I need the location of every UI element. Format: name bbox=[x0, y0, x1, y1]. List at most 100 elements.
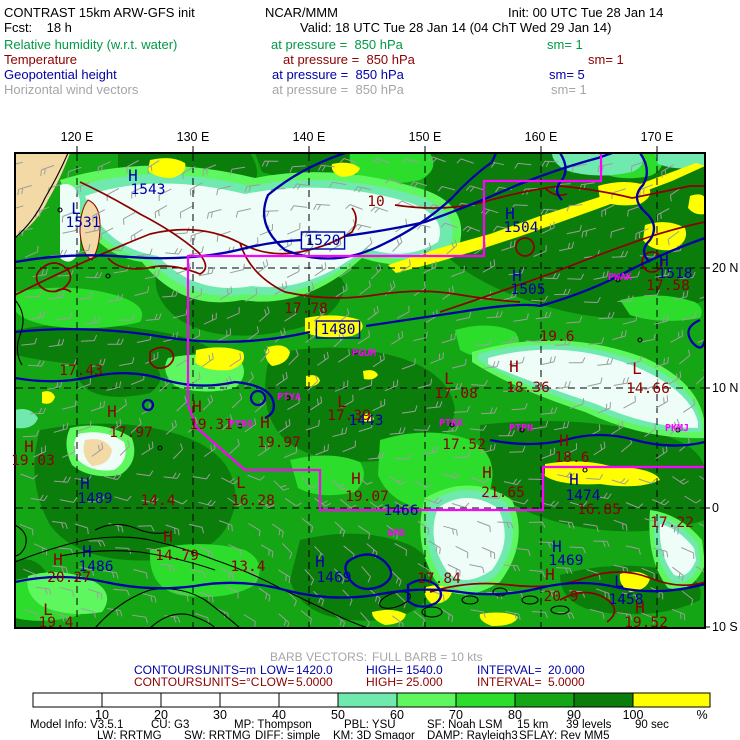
colorbar-tick: 80 bbox=[508, 708, 522, 722]
temperature-label: 19.31 bbox=[189, 417, 233, 433]
header-text: sm= 5 bbox=[549, 67, 585, 82]
height-label: H bbox=[569, 470, 579, 489]
colorbar-tick: 100 bbox=[623, 708, 644, 722]
temperature-label: 17.43 bbox=[59, 363, 103, 379]
temperature-label: H bbox=[260, 413, 270, 432]
legend-text: CONTOURS: bbox=[134, 675, 206, 689]
height-label: 1466 bbox=[384, 503, 419, 519]
legend-text: UNITS=°C bbox=[203, 675, 260, 689]
height-label: H bbox=[80, 474, 90, 493]
temperature-label: H bbox=[509, 357, 519, 376]
colorbar-tick: 30 bbox=[213, 708, 227, 722]
height-contours bbox=[15, 153, 705, 608]
temperature-label: L bbox=[43, 600, 53, 619]
height-label: H bbox=[659, 251, 669, 270]
temperature-label: 16.85 bbox=[577, 502, 621, 518]
station-id-label: PTPN bbox=[509, 423, 533, 434]
height-label: 1505 bbox=[511, 282, 546, 298]
legend-text: 20.000 bbox=[548, 663, 585, 677]
temperature-label: H bbox=[545, 565, 555, 584]
height-label: 1469 bbox=[549, 553, 584, 569]
legend-text: HIGH= bbox=[366, 663, 404, 677]
header-text: at pressure = 850 hPa bbox=[271, 37, 403, 52]
model-info-text: KM: 3D Smagor bbox=[333, 730, 415, 740]
temperature-label: 17.08 bbox=[434, 386, 478, 402]
height-label: 1486 bbox=[79, 559, 114, 575]
model-info-text: Model Info: V3.5.1 bbox=[30, 719, 124, 731]
header-text: Temperature bbox=[4, 52, 77, 67]
height-label: L bbox=[71, 199, 81, 218]
model-info-text: 90 sec bbox=[635, 719, 669, 731]
axis-labels: 120 E 130 E 140 E 150 E 160 E 170 E 20 N 10 N 0 1… bbox=[61, 130, 739, 634]
colorbar: 10 20 30 40 50 60 70 80 90 100% bbox=[32, 692, 711, 722]
height-label: 1469 bbox=[317, 570, 352, 586]
height-label: 1489 bbox=[78, 491, 113, 507]
header-text: NCAR/MMM bbox=[265, 5, 338, 20]
wind-barbs bbox=[15, 156, 705, 628]
temperature-label: L bbox=[444, 369, 454, 388]
legend-text: 1420.0 bbox=[296, 663, 333, 677]
temperature-label: 14.4 bbox=[141, 493, 176, 509]
colorbar-tick: 90 bbox=[567, 708, 581, 722]
colorbar-tick: 70 bbox=[449, 708, 463, 722]
temperature-label: 17.78 bbox=[284, 301, 328, 317]
temperature-label: 19.07 bbox=[345, 489, 389, 505]
height-label: L bbox=[614, 572, 624, 591]
station-id-label: GMO bbox=[387, 528, 405, 539]
coastlines bbox=[15, 153, 681, 628]
temperature-label: 19.97 bbox=[257, 435, 301, 451]
model-info-text: SW: RRTMG bbox=[184, 730, 251, 740]
model-info-text: DIFF: simple bbox=[255, 730, 321, 740]
colorbar-tick: 20 bbox=[154, 708, 168, 722]
header-text: CONTRAST 15km ARW-GFS init bbox=[4, 5, 195, 20]
colorbar-tick: 60 bbox=[390, 708, 404, 722]
header-text: sm= 1 bbox=[551, 82, 587, 97]
legend-text: 1540.0 bbox=[406, 663, 443, 677]
height-label: 1531 bbox=[66, 215, 101, 231]
temperature-label: 20.27 bbox=[47, 570, 91, 586]
temperature-label: 17.39 bbox=[327, 408, 371, 424]
header-text: sm= 1 bbox=[588, 52, 624, 67]
height-label: 1504 bbox=[504, 220, 539, 236]
legend-text: BARB VECTORS: bbox=[270, 650, 368, 664]
height-label: 1543 bbox=[131, 182, 166, 198]
temperature-label: 19.6 bbox=[540, 329, 575, 345]
lon-label: 140 E bbox=[293, 130, 326, 144]
lon-label: 130 E bbox=[177, 130, 210, 144]
station-id-label: PTYA bbox=[277, 392, 301, 403]
legend-text: INTERVAL= bbox=[477, 663, 542, 677]
legend-text: LOW= bbox=[260, 663, 295, 677]
model-info-text: DAMP: Rayleigh3 bbox=[427, 730, 518, 740]
temperature-label: H bbox=[53, 550, 63, 569]
temperature-label: 17.84 bbox=[417, 571, 461, 587]
temperature-label: 14.66 bbox=[626, 381, 670, 397]
map-border bbox=[14, 152, 706, 629]
temperature-label: 19.03 bbox=[11, 453, 55, 469]
temperature-label: 21.65 bbox=[481, 485, 525, 501]
legend-text: UNITS=m bbox=[203, 663, 257, 677]
legend-text: 5.0000 bbox=[296, 675, 333, 689]
header-text: at pressure = 850 hPa bbox=[272, 67, 404, 82]
header-text: sm= 1 bbox=[547, 37, 583, 52]
legend-text: 5.0000 bbox=[548, 675, 585, 689]
header-text: Relative humidity (w.r.t. water) bbox=[4, 37, 178, 52]
temperature-label: H bbox=[635, 598, 645, 617]
temperature-label: 17.58 bbox=[646, 278, 690, 294]
station-id-label: PWAK bbox=[608, 272, 632, 283]
temperature-label: H bbox=[192, 397, 202, 416]
colorbar-unit: % bbox=[696, 708, 707, 722]
station-id-label: PGUM bbox=[352, 348, 376, 359]
height-label: H bbox=[512, 266, 522, 285]
model-info-text: SF: Noah LSM bbox=[427, 719, 503, 731]
model-info-text: MP: Thompson bbox=[234, 719, 312, 731]
height-label: 1443 bbox=[349, 413, 384, 429]
lon-label: 170 E bbox=[641, 130, 674, 144]
header-text: at pressure = 850 hPa bbox=[283, 52, 415, 67]
height-label: H bbox=[82, 542, 92, 561]
temperature-label: 10 bbox=[367, 194, 384, 210]
temperature-label: H bbox=[351, 469, 361, 488]
temperature-label: L bbox=[337, 392, 347, 411]
colorbar-tick: 10 bbox=[95, 708, 109, 722]
model-info-text: CU: G3 bbox=[151, 719, 190, 731]
header-text: Valid: 18 UTC Tue 28 Jan 14 (04 ChT Wed … bbox=[300, 20, 612, 35]
